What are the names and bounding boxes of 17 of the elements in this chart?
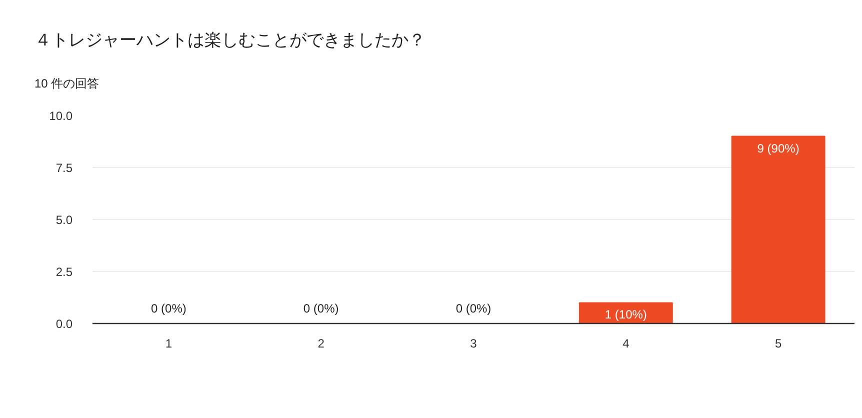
y-tick-label: 2.5: [56, 265, 73, 279]
data-label: 9 (90%): [757, 141, 800, 156]
x-tick-label: 1: [165, 336, 172, 350]
data-label: 1 (10%): [604, 308, 647, 322]
x-tick-label: 2: [318, 336, 325, 350]
y-tick-label: 10.0: [49, 109, 73, 123]
chart-subtitle: 10 件の回答: [34, 76, 100, 90]
data-label: 0 (0%): [303, 302, 339, 316]
chart-title: ４トレジャーハントは楽しむことができましたか？: [34, 30, 426, 50]
y-tick-label: 7.5: [56, 161, 73, 175]
x-tick-label: 5: [774, 336, 782, 350]
data-label: 0 (0%): [151, 302, 186, 316]
x-tick-label: 4: [622, 336, 630, 350]
data-label: 0 (0%): [456, 302, 492, 316]
y-tick-label: 0.0: [56, 317, 73, 331]
x-tick-label: 3: [470, 336, 478, 350]
y-tick-label: 5.0: [56, 213, 73, 227]
